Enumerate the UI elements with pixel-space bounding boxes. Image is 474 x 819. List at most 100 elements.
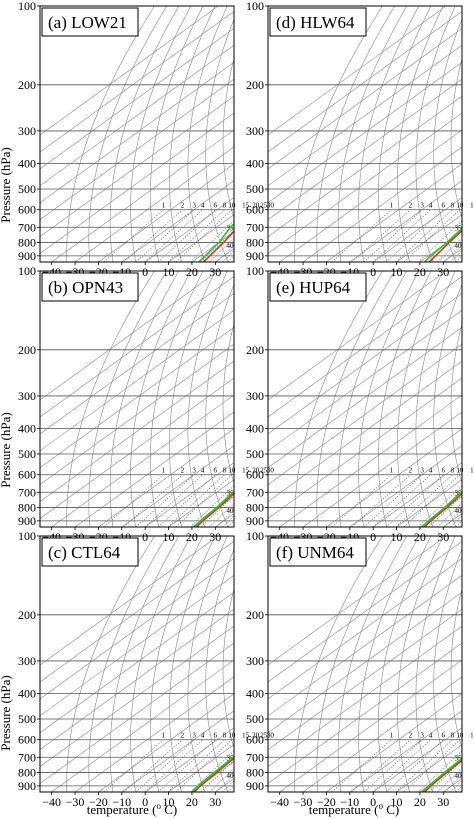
panel-c-temperature-profile [193, 757, 234, 792]
panel-b-y-tick-label: 100 [18, 264, 36, 278]
panel-e-isotherm [268, 326, 462, 469]
panel-d-mixing-ratio-line [403, 209, 461, 262]
panel-c-mixing-ratio-line [123, 739, 183, 792]
panel-c-isotherm [121, 710, 234, 792]
panel-e-temperature-profile [424, 492, 462, 527]
panel-c-mixing-ratio-label: 20 [252, 732, 260, 740]
panel-f-dry-adiabat [433, 548, 462, 792]
panel-d-y-tick-label: 200 [246, 78, 264, 92]
panel-f-x-tick-label: 10 [391, 795, 403, 809]
panel-f-y-tick-label: 600 [246, 733, 264, 747]
panel-b-isotherm [40, 292, 234, 435]
panel-b-isotherm [40, 309, 234, 452]
panel-c-mixing-ratio-label: 10 [228, 732, 236, 740]
panel-c-mixing-ratio-label: 3 [192, 732, 196, 740]
panel-a-isotherm [40, 78, 234, 221]
panel-b-y-tick-label: 300 [18, 389, 36, 403]
panel-f-mixing-ratio-label: 4 [429, 732, 433, 740]
panel-e-title-box: (e) HUP64 [269, 272, 367, 302]
panel-c-x-tick-label: 30 [209, 795, 221, 809]
panel-e-isotherm [268, 271, 447, 401]
panel-c-dry-adiabat [109, 536, 179, 792]
panel-a-isotherm [121, 180, 234, 262]
panel-a-x-tick-label: 0 [142, 265, 148, 279]
panel-f-x-tick-label: −40 [270, 795, 289, 809]
panel-c-mixing-ratio-line [144, 739, 203, 792]
panel-d-isotherm [268, 6, 447, 136]
panel-b-x-tick-label: 10 [163, 530, 175, 544]
panel-b-dry-adiabat [187, 271, 228, 527]
panel-c-dry-adiabat [317, 536, 390, 792]
panel-d-x-tick-label: 30 [437, 265, 449, 279]
panel-e-dry-adiabat [378, 271, 432, 527]
panel-e-mixing-ratio-label: 15 [470, 467, 474, 475]
panel-d-mixing-ratio-label: 4 [429, 202, 433, 210]
panel-e-x-tick-label: 10 [391, 530, 403, 544]
panel-f-y-tick-label: 100 [246, 529, 264, 543]
panel-e-isotherm [373, 462, 462, 527]
panel-f-dry-adiabat [468, 536, 474, 792]
panel-d-y-tick-label: 500 [246, 182, 264, 196]
panel-a-y-tick-label: 800 [18, 235, 36, 249]
panel-e-dewpoint-profile [421, 490, 462, 527]
panel-a-mixing-ratio-label: 4 [201, 202, 205, 210]
panel-e-isotherm [396, 479, 462, 527]
panel-e-dry-adiabat [468, 271, 474, 527]
panel-c-isotherm [40, 642, 234, 784]
panel-b-x-tick-label: 20 [186, 530, 198, 544]
panel-d-y-tick-label: 900 [246, 249, 264, 263]
panel-c-x-tick-label: 10 [163, 795, 175, 809]
y-axis-label-top: Pressure (hPa) [0, 147, 13, 222]
panel-f-y-tick-label: 700 [246, 750, 264, 764]
panel-c-dry-adiabat [421, 536, 474, 792]
panel-c-dry-adiabat [88, 536, 167, 792]
panel-e: 1234681015202530354010020030040050060070… [246, 264, 474, 544]
panel-b-isotherm [98, 428, 234, 527]
panel-b-y-tick-label: 600 [18, 468, 36, 482]
panel-e-x-tick-label: 20 [414, 530, 426, 544]
panel-b-isotherm [145, 462, 234, 527]
panel-a-y-tick-label: 200 [18, 78, 36, 92]
panel-c-mixing-ratio-label: 8 [223, 732, 227, 740]
panel-d: 1234681015202530354010020030040050060070… [246, 0, 474, 279]
panel-a-isotherm [168, 214, 234, 262]
panel-b-isotherm [40, 343, 234, 486]
panel-a-y-tick-label: 300 [18, 124, 36, 138]
panel-c-isotherm [40, 591, 234, 734]
panel-f-mixing-ratio-line [395, 739, 453, 792]
panel-e-isotherm [326, 428, 462, 527]
panel-a-dry-adiabat [130, 6, 192, 262]
panel-f-grid [268, 536, 474, 792]
panel-f-x-tick-label: 0 [370, 795, 376, 809]
panel-c-dry-adiabat [469, 536, 474, 792]
panel-c-mixing-ratio-line [157, 739, 216, 792]
panel-b-isotherm [40, 326, 234, 469]
panel-f-isotherm [373, 727, 462, 792]
panel-b-dry-adiabat [109, 271, 179, 527]
panel-b-mixing-ratio-label: 20 [252, 467, 260, 475]
panel-d-y-tick-label: 300 [246, 124, 264, 138]
panel-d-mixing-ratio-label: 3 [420, 202, 424, 210]
panel-f-isotherm [268, 557, 462, 700]
panel-b-isotherm [40, 276, 234, 418]
panel-b-mixing-ratio-line [175, 474, 233, 527]
panel-f-isotherm [279, 659, 462, 792]
panel-f-frame [267, 535, 463, 793]
panel-e-mixing-ratio-label: 40 [455, 507, 463, 515]
panel-b-mixing-ratio-label: 25 [260, 467, 268, 475]
panel-d-y-tick-label: 400 [246, 157, 264, 171]
panel-b-dry-adiabat [287, 271, 343, 527]
panel-f-mixing-ratio-label: 8 [451, 732, 455, 740]
panel-a-isotherm [40, 95, 234, 237]
panel-a-x-tick-label: 10 [163, 265, 175, 279]
panel-e-dry-adiabat [316, 271, 395, 527]
panel-a-isotherm [74, 146, 234, 262]
panel-b-dry-adiabat [88, 271, 167, 527]
panel-d-mixing-ratio-label: 1 [390, 202, 394, 210]
panel-a-mixing-ratio-label: 10 [228, 202, 236, 210]
panel-b-y-tick-label: 500 [18, 447, 36, 461]
panel-b-isotherm [168, 479, 234, 527]
panel-d-isotherm [349, 180, 462, 262]
panel-d-y-tick-label: 700 [246, 220, 264, 234]
panel-f-mixing-ratio-label: 6 [442, 732, 446, 740]
